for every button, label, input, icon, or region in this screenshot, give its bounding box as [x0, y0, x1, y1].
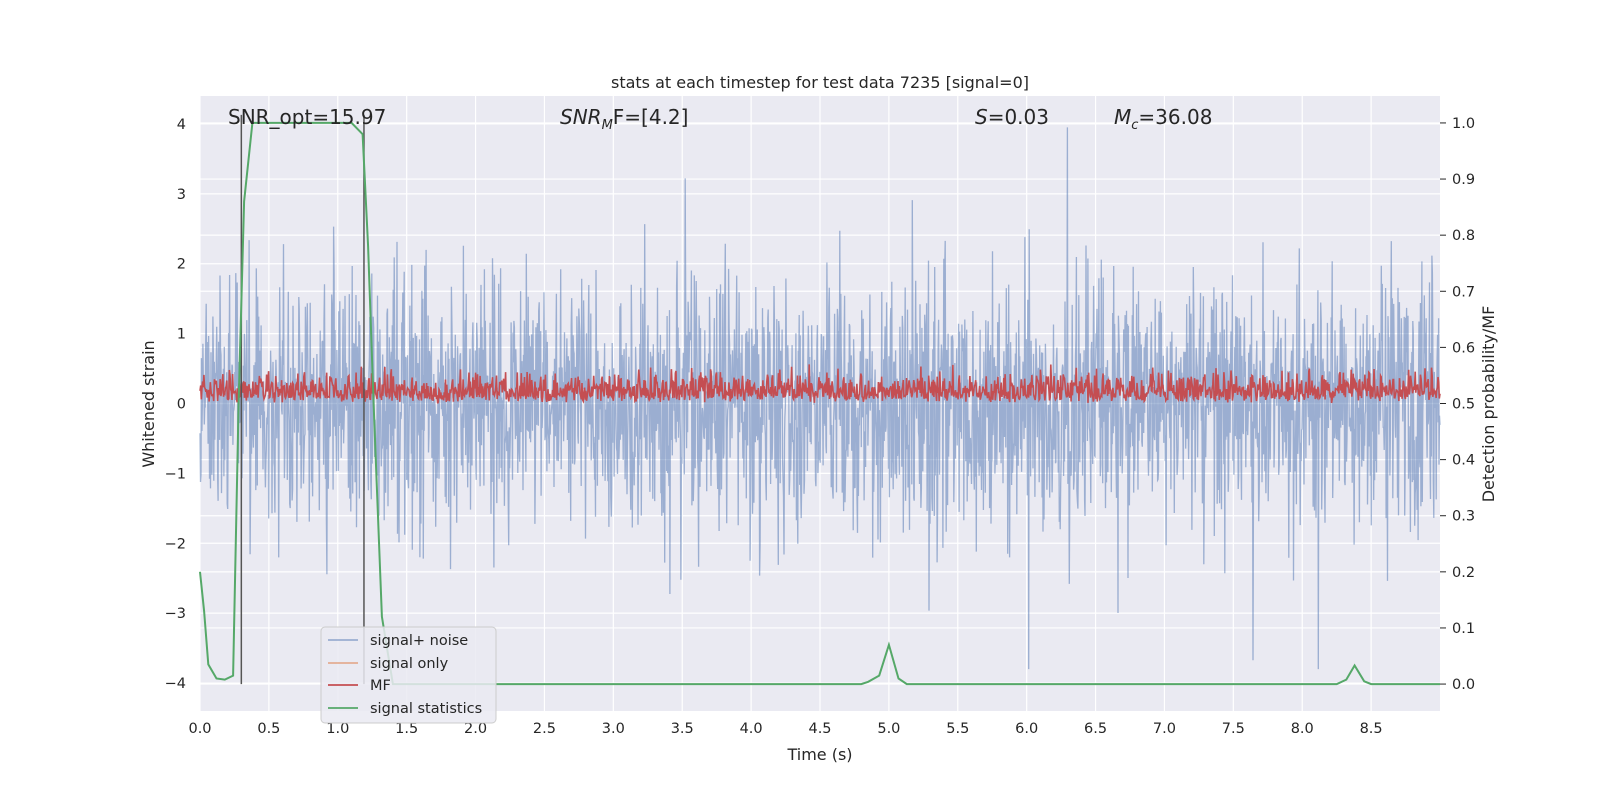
x-tick-label-16: 8.0	[1291, 721, 1314, 737]
x-tick-label-7: 3.5	[671, 721, 694, 737]
x-tick-label-13: 6.5	[1084, 721, 1107, 737]
y2-tick-label-6: 0.6	[1452, 340, 1475, 356]
x-tick-label-1: 0.5	[257, 721, 280, 737]
snr-opt-annotation: SNR_opt=15.97	[228, 105, 386, 129]
signal-noise-series	[199, 127, 1441, 670]
x-ticks: 0.0 0.5 1.0 1.5 2.0 2.5 3.0 3.5 4.0 4.5 5.0 5.5 6.0 6…	[188, 721, 1382, 737]
legend-box	[320, 626, 497, 724]
x-tick-label-3: 1.5	[395, 721, 418, 737]
signal-noise-line	[199, 127, 1441, 670]
x-axis-label: Time (s)	[786, 745, 852, 764]
snr-mf-rest: F=[4.2]	[613, 105, 689, 129]
x-tick-label-2: 1.0	[326, 721, 349, 737]
y-tick-label-0: −4	[165, 676, 186, 692]
x-tick-label-8: 4.0	[740, 721, 763, 737]
x-tick-label-10: 5.0	[877, 721, 900, 737]
y-tick-label-6: 2	[177, 257, 186, 273]
y2-tick-label-2: 0.2	[1452, 565, 1475, 581]
x-tick-label-5: 2.5	[533, 721, 556, 737]
mc-sub: c	[1131, 118, 1138, 133]
x-tick-label-0: 0.0	[188, 721, 211, 737]
y-tick-label-4: 0	[177, 397, 186, 413]
legend-label-signal-statistics: signal statistics	[370, 701, 482, 717]
y-ticks: −4 −3 −2 −1 0 1 2 3 4	[165, 117, 186, 692]
x-tick-label-11: 5.5	[946, 721, 969, 737]
x-tick-label-17: 8.5	[1360, 721, 1383, 737]
y-tick-label-8: 4	[177, 117, 186, 133]
mc-annotation: Mc=36.08	[1114, 105, 1212, 133]
y2-tick-label-0: 0.0	[1452, 677, 1475, 693]
y-tick-label-2: −2	[165, 536, 186, 552]
mf-series	[199, 364, 1441, 404]
mf-line	[199, 364, 1441, 404]
x-tick-label-12: 6.0	[1015, 721, 1038, 737]
y2-tick-label-4: 0.4	[1452, 453, 1475, 469]
snr-mf-sub: M	[602, 118, 613, 133]
x-tick-label-6: 3.0	[602, 721, 625, 737]
y2-tick-label-10: 1.0	[1452, 116, 1475, 132]
y-tick-label-7: 3	[177, 187, 186, 203]
mc-value: =36.08	[1138, 105, 1212, 129]
y-tick-label-3: −1	[165, 466, 186, 482]
x-tick-label-9: 4.5	[808, 721, 831, 737]
y2-tick-label-7: 0.7	[1452, 284, 1475, 300]
y-tick-label-1: −3	[165, 606, 186, 622]
vertical-markers	[240, 114, 365, 685]
x-tick-label-4: 2.0	[464, 721, 487, 737]
y-tick-label-5: 1	[177, 327, 186, 343]
y2-ticks: 0.0 0.1 0.2 0.3 0.4 0.5 0.6 0.7 0.8 0.9 1.0	[1440, 116, 1475, 693]
y2-tick-label-9: 0.9	[1452, 172, 1475, 188]
snr-mf-annotation: SNRMF=[4.2]	[560, 105, 688, 133]
snr-mf-prefix: SNR	[560, 105, 602, 129]
s-label: S	[975, 105, 988, 129]
legend-label-mf: MF	[370, 678, 391, 694]
s-value: =0.03	[988, 105, 1049, 129]
s-annotation: S=0.03	[975, 105, 1049, 129]
legend-label-signal-noise: signal+ noise	[370, 633, 468, 649]
legend-label-signal-only: signal only	[370, 656, 449, 672]
y2-tick-label-8: 0.8	[1452, 228, 1475, 244]
y-axis-label: Whitened strain	[139, 340, 158, 467]
chart-title: stats at each timestep for test data 723…	[611, 73, 1029, 92]
legend: signal+ noise signal only MF signal stat…	[320, 626, 497, 724]
x-tick-label-14: 7.0	[1153, 721, 1176, 737]
y2-tick-label-1: 0.1	[1452, 621, 1475, 637]
y2-tick-label-3: 0.3	[1452, 509, 1475, 525]
mc-label: M	[1114, 105, 1131, 129]
y2-tick-label-5: 0.5	[1452, 397, 1475, 413]
x-tick-label-15: 7.5	[1222, 721, 1245, 737]
y2-axis-label: Detection probability/MF	[1479, 306, 1498, 503]
